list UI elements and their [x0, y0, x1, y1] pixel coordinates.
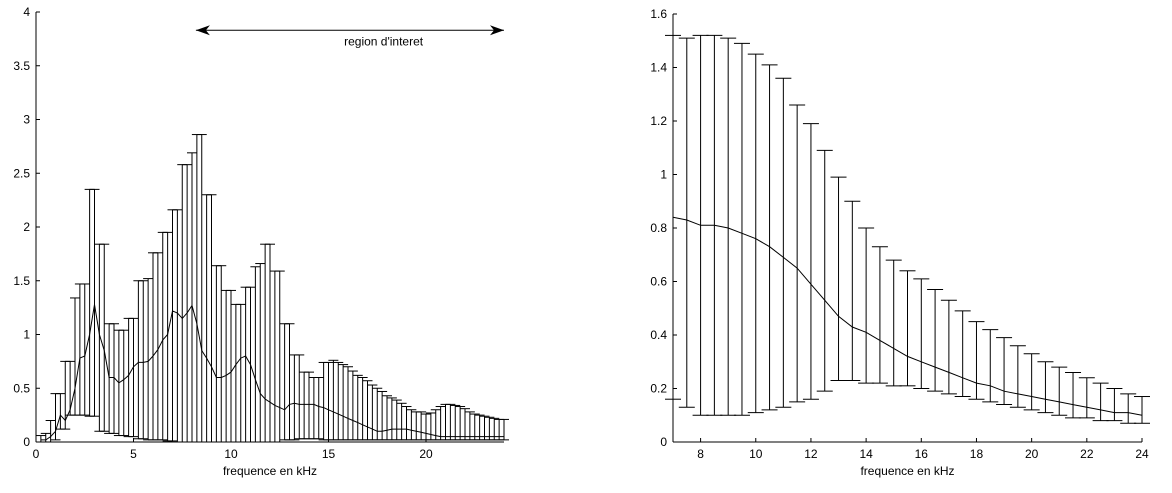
x-tick-label: 15 [322, 447, 336, 461]
annotation-arrowhead-left [195, 25, 210, 36]
x-tick-label: 10 [749, 447, 763, 461]
left-plot: 0 0.5 1 1.5 2 2.5 3 3.5 4 0 5 10 15 20 frequence en kH… [13, 5, 509, 478]
y-tick-label: 3.5 [13, 59, 30, 73]
y-tick-label: 1 [23, 328, 30, 342]
y-tick-label: 0.6 [650, 275, 667, 289]
x-tick-label: 16 [915, 447, 929, 461]
mean-line [40, 304, 504, 441]
annotation-arrowhead-right [490, 25, 504, 36]
x-tick-label: 0 [33, 447, 40, 461]
y-tick-label: 2 [23, 220, 30, 234]
y-tick-label: 1.4 [650, 61, 667, 75]
y-tick-label: 1.2 [650, 114, 667, 128]
x-tick-label: 10 [224, 447, 238, 461]
x-tick-label: 12 [804, 447, 818, 461]
x-tick-label: 24 [1135, 447, 1149, 461]
y-tick-label: 0.4 [650, 328, 667, 342]
x-tick-label: 5 [130, 447, 137, 461]
right-plot: 0 0.2 0.4 0.6 0.8 1 1.2 1.4 1.6 8 10 12 14 16 18 20 22 24… [650, 7, 1150, 478]
x-tick-label: 14 [859, 447, 873, 461]
x-axis-label: frequence en kHz [223, 464, 317, 478]
x-axis-label: frequence en kHz [860, 464, 954, 478]
y-tick-label: 1.5 [13, 274, 30, 288]
x-tick-label: 8 [697, 447, 704, 461]
y-tick-label: 0.5 [13, 381, 30, 395]
y-tick-label: 0.8 [650, 221, 667, 235]
x-tick-label: 20 [419, 447, 433, 461]
x-tick-label: 22 [1080, 447, 1094, 461]
y-tick-label: 4 [23, 5, 30, 19]
x-tick-label: 18 [970, 447, 984, 461]
y-tick-label: 1 [660, 168, 667, 182]
y-tick-label: 1.6 [650, 7, 667, 21]
y-tick-label: 0 [23, 435, 30, 449]
y-tick-label: 2.5 [13, 166, 30, 180]
mean-line [672, 216, 1143, 416]
annotation-label: region d'interet [344, 34, 424, 48]
y-tick-label: 0.2 [650, 382, 667, 396]
y-tick-label: 3 [23, 113, 30, 127]
x-tick-label: 20 [1025, 447, 1039, 461]
y-tick-label: 0 [660, 435, 667, 449]
